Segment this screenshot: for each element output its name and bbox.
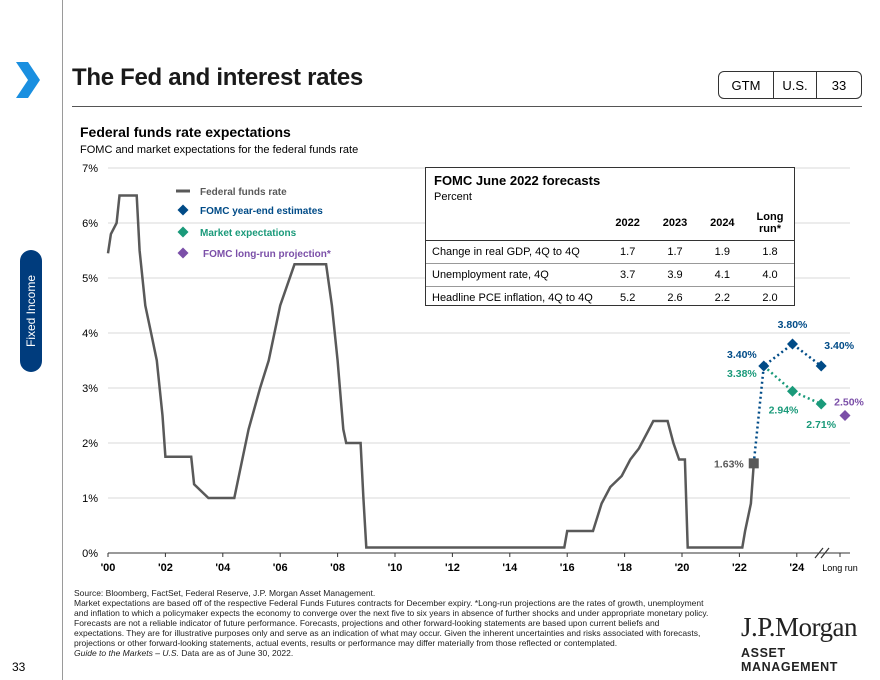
source-footer-date: Data are as of June 30, 2022. [178, 648, 294, 658]
legend-swatch-longrun [177, 247, 189, 259]
y-tick-label: 1% [82, 493, 98, 505]
jpmorgan-logo: J.P.Morgan [741, 612, 858, 642]
table-row: Unemployment rate, 4Q 3.7 3.9 4.1 4.0 [426, 263, 794, 287]
legend-label: Market expectations [200, 228, 297, 239]
long-run-point [839, 410, 851, 421]
gtm-tags: GTM U.S. 33 [718, 71, 862, 99]
x-tick-label: '16 [560, 562, 575, 574]
long-run-label: 2.50% [834, 397, 864, 409]
market-dotted-line [762, 365, 822, 406]
market-point [786, 385, 798, 397]
col-2022: 2022 [604, 206, 652, 241]
chart-subtitle: FOMC and market expectations for the fed… [80, 144, 359, 156]
forecast-table: FOMC June 2022 forecasts Percent 2022 20… [425, 167, 795, 306]
axis-break-mark [814, 547, 824, 559]
page-number: 33 [12, 660, 26, 674]
source-footer: Guide to the Markets – U.S. Data are as … [74, 648, 710, 658]
forecast-table-subtitle: Percent [434, 191, 472, 203]
fomc-point [758, 360, 770, 372]
chevron-right-icon [16, 62, 40, 98]
title-rule [72, 106, 862, 107]
forecast-table-title: FOMC June 2022 forecasts [434, 173, 601, 188]
federal-funds-rate-line [106, 194, 756, 549]
x-tick-label: '18 [617, 562, 632, 574]
tag-gtm: GTM [719, 72, 774, 98]
col-2024: 2024 [698, 206, 746, 241]
tag-page: 33 [831, 77, 847, 93]
tag-region: U.S. [774, 72, 817, 98]
x-tick-label: '24 [789, 562, 805, 574]
market-2022-label: 3.38% [727, 368, 757, 380]
x-tick-label: '02 [158, 562, 173, 574]
fomc-2022-label: 3.40% [727, 349, 757, 361]
fomc-2023-label: 3.80% [778, 319, 808, 331]
col-long-run: Long run* [746, 206, 794, 241]
legend-swatch-fomc [177, 204, 189, 216]
side-tab[interactable]: Fixed Income [20, 250, 42, 372]
current-rate-label: 1.63% [714, 458, 744, 470]
y-tick-label: 6% [82, 218, 98, 230]
fomc-dotted-line [752, 342, 822, 464]
table-row: Headline PCE inflation, 4Q to 4Q 5.2 2.6… [432, 292, 778, 304]
source-disclaimer: Market expectations are based off of the… [74, 598, 709, 648]
x-tick-label: '14 [502, 562, 518, 574]
market-point [815, 398, 827, 410]
current-rate-marker [748, 458, 759, 469]
x-tick-label: '10 [388, 562, 403, 574]
table-row: Change in real GDP, 4Q to 4Q 1.7 1.7 1.9… [426, 240, 794, 264]
fomc-point [815, 360, 827, 372]
left-divider [62, 0, 63, 680]
source-footer-guide: Guide to the Markets – U.S. [74, 648, 179, 658]
x-tick-label: '08 [330, 562, 345, 574]
x-tick-label: '12 [445, 562, 460, 574]
market-2024-label: 2.71% [806, 419, 836, 431]
legend-label: FOMC year-end estimates [200, 206, 323, 217]
col-2023: 2023 [651, 206, 699, 241]
y-tick-label: 4% [82, 328, 98, 340]
y-tick-label: 2% [82, 438, 98, 450]
x-tick-label: '20 [675, 562, 690, 574]
legend-swatch-market [177, 226, 189, 238]
y-tick-label: 3% [82, 383, 98, 395]
x-tick-label: Long run [822, 563, 858, 573]
legend-label: FOMC long-run projection* [203, 249, 331, 260]
x-tick-label: '00 [101, 562, 116, 574]
x-tick-label: '06 [273, 562, 288, 574]
market-2023-label: 2.94% [769, 404, 799, 416]
asset-management-logo: ASSET MANAGEMENT [741, 646, 838, 674]
chart-title: Federal funds rate expectations [80, 124, 291, 140]
y-tick-label: 5% [82, 273, 98, 285]
x-tick-label: '04 [215, 562, 231, 574]
y-tick-label: 7% [82, 163, 98, 175]
source-notes: Source: Bloomberg, FactSet, Federal Rese… [74, 588, 710, 658]
legend-label: Federal funds rate [200, 187, 287, 198]
source-line: Source: Bloomberg, FactSet, Federal Rese… [74, 588, 376, 598]
fomc-point [786, 338, 798, 350]
x-tick-label: '22 [732, 562, 747, 574]
y-tick-label: 0% [82, 548, 98, 560]
fomc-2024-label: 3.40% [824, 340, 854, 352]
axis-break-mark [820, 547, 830, 559]
page-title: The Fed and interest rates [72, 64, 363, 91]
